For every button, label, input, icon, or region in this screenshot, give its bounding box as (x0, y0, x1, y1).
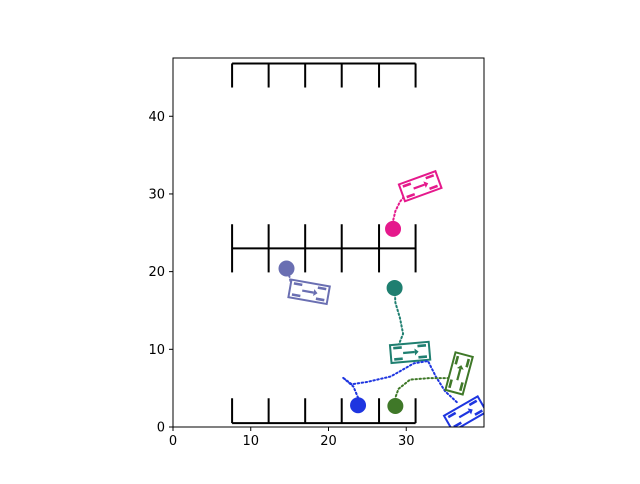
vehicle-wheel (402, 182, 412, 188)
vehicle-wheel (448, 379, 453, 389)
y-tick-label: 40 (148, 110, 165, 125)
agent-2 (386, 279, 432, 365)
agent-goal-marker (385, 220, 402, 237)
vehicle-heading-shaft (403, 350, 415, 355)
vehicle-wheel (447, 411, 457, 419)
vehicle-heading-shaft (302, 289, 314, 294)
agent-vehicle (287, 278, 331, 306)
y-tick-label: 10 (148, 343, 165, 358)
vehicle-wheel (406, 192, 416, 199)
vehicle-wheel (429, 184, 439, 191)
agent-vehicle (444, 351, 474, 396)
agent-vehicle (397, 169, 443, 203)
vehicle-heading-shaft (413, 183, 425, 190)
vehicle-heading-arrow (467, 408, 473, 415)
agent-goal-marker (386, 279, 403, 296)
vehicle-wheel (315, 297, 325, 302)
agent-trajectory (393, 286, 405, 351)
x-tick-label: 0 (169, 434, 177, 449)
vehicle-wheel (459, 382, 464, 392)
vehicle-wheel (453, 421, 462, 427)
parking-row-2 (231, 62, 417, 88)
agent-goal-marker (350, 397, 367, 414)
y-tick-label: 20 (148, 265, 165, 280)
agent-goal-marker (278, 260, 295, 277)
vehicle-wheel (454, 355, 460, 365)
vehicle-wheel (468, 399, 478, 407)
vehicle-heading-arrow (313, 289, 318, 297)
plot-contents (231, 62, 484, 427)
agent-1 (278, 260, 331, 306)
plot-area (231, 62, 484, 427)
x-tick-label: 10 (242, 434, 259, 449)
vehicle-wheel (418, 355, 428, 359)
parking-row-1 (231, 224, 417, 273)
vehicle-wheel (293, 282, 303, 287)
agent-0 (385, 169, 443, 237)
vehicle-wheel (394, 357, 403, 361)
vehicle-wheel (465, 358, 471, 368)
vehicle-heading-shaft (456, 368, 462, 381)
y-tick-label: 30 (148, 187, 165, 202)
agent-goal-marker (387, 398, 404, 415)
vehicle-wheel (317, 286, 327, 291)
agent-vehicle (442, 394, 484, 427)
x-tick-label: 20 (320, 434, 337, 449)
agent-vehicle (388, 340, 432, 365)
vehicle-wheel (393, 346, 402, 350)
y-tick-label: 0 (157, 421, 165, 436)
vehicle-wheel (474, 409, 484, 416)
vehicle-wheel (291, 293, 301, 298)
x-tick-label: 30 (398, 434, 415, 449)
vehicle-heading-arrow (423, 181, 429, 188)
parking-row-0 (231, 398, 417, 425)
plot-frame (172, 57, 485, 428)
vehicle-heading-arrow (414, 348, 419, 356)
vehicle-wheel (425, 174, 435, 180)
vehicle-heading-shaft (458, 410, 470, 419)
agent-trajectory (394, 377, 454, 407)
axes: 0 10 20 30 0 10 20 30 40 (148, 57, 485, 449)
agent-4 (387, 351, 474, 415)
vehicle-wheel (417, 344, 427, 348)
vehicle-heading-arrow (456, 365, 464, 370)
